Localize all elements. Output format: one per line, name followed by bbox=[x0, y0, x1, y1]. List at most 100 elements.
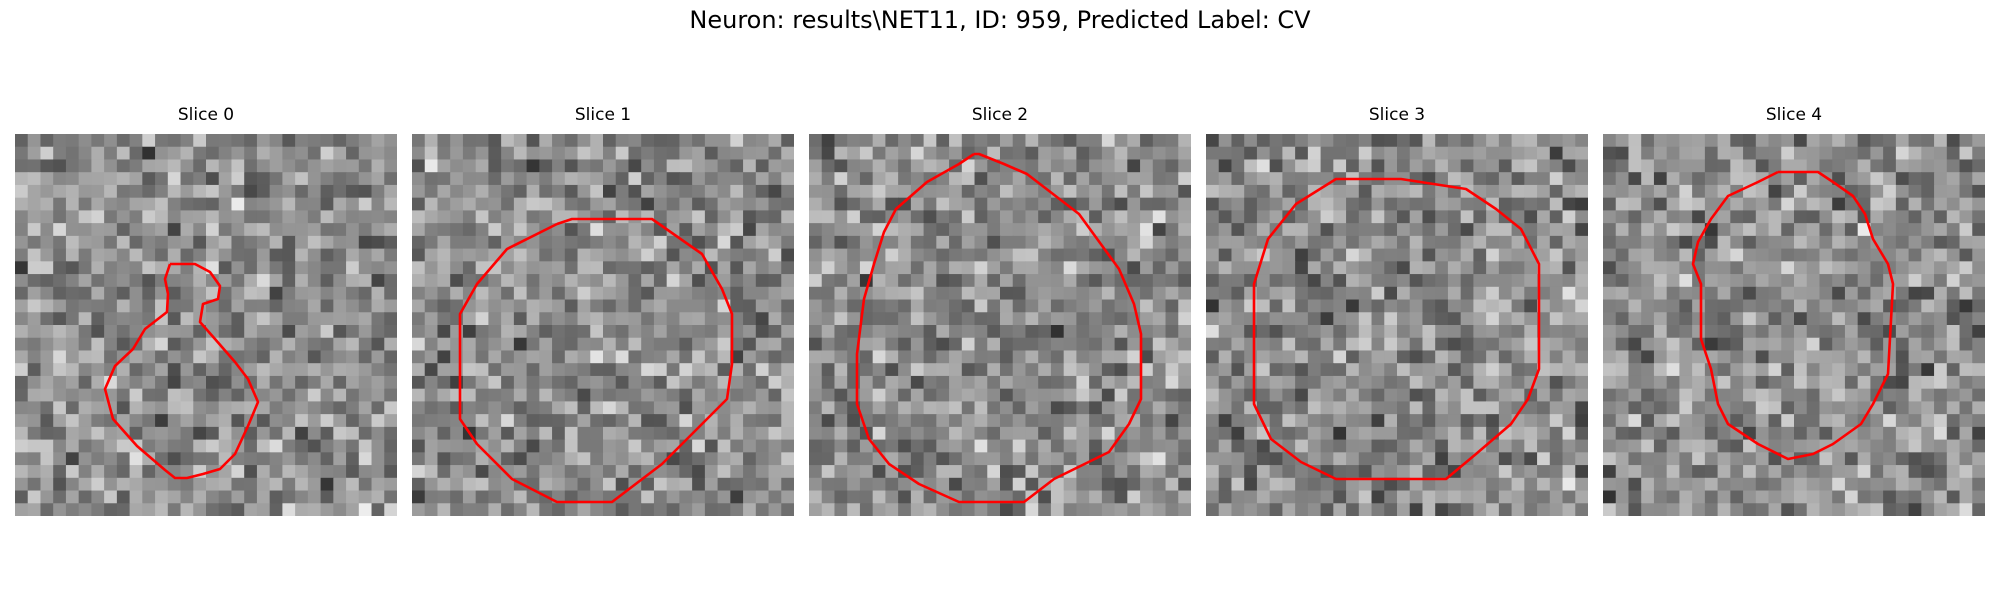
noise-pixel bbox=[1256, 299, 1271, 313]
noise-pixel bbox=[577, 312, 591, 326]
noise-pixel bbox=[333, 299, 347, 313]
noise-pixel bbox=[1806, 235, 1821, 250]
noise-pixel bbox=[603, 134, 617, 148]
noise-pixel bbox=[1206, 146, 1220, 161]
noise-pixel bbox=[180, 439, 194, 453]
noise-pixel bbox=[679, 159, 693, 173]
noise-pixel bbox=[1498, 248, 1513, 262]
noise-pixel bbox=[1012, 350, 1027, 364]
noise-pixel bbox=[1628, 299, 1642, 313]
noise-pixel bbox=[180, 325, 194, 339]
noise-pixel bbox=[1295, 325, 1309, 339]
noise-pixel bbox=[1537, 401, 1551, 415]
noise-pixel bbox=[40, 350, 54, 364]
noise-pixel bbox=[1038, 172, 1052, 186]
noise-pixel bbox=[1384, 312, 1398, 326]
noise-pixel bbox=[180, 235, 194, 250]
noise-pixel bbox=[1038, 426, 1052, 441]
noise-pixel bbox=[1206, 261, 1220, 275]
noise-pixel bbox=[1320, 197, 1334, 211]
noise-pixel bbox=[307, 465, 322, 479]
noise-pixel bbox=[437, 210, 451, 224]
noise-pixel bbox=[1575, 159, 1588, 173]
noise-pixel bbox=[1025, 465, 1039, 479]
noise-pixel bbox=[1178, 235, 1191, 250]
noise-pixel bbox=[155, 134, 169, 148]
noise-pixel bbox=[1178, 465, 1191, 479]
noise-pixel bbox=[1127, 375, 1141, 390]
noise-pixel bbox=[371, 197, 385, 211]
noise-pixel bbox=[1218, 503, 1233, 516]
noise-pixel bbox=[1012, 414, 1027, 428]
noise-pixel bbox=[679, 312, 693, 326]
noise-pixel bbox=[1908, 388, 1922, 402]
noise-pixel bbox=[104, 248, 118, 262]
noise-pixel bbox=[488, 274, 502, 288]
noise-pixel bbox=[1959, 401, 1973, 415]
noise-pixel bbox=[1755, 299, 1770, 313]
noise-pixel bbox=[1346, 248, 1360, 262]
noise-pixel bbox=[1934, 465, 1948, 479]
noise-pixel bbox=[717, 210, 731, 224]
noise-pixel bbox=[1473, 286, 1487, 301]
noise-pixel bbox=[885, 261, 899, 275]
noise-pixel bbox=[1435, 414, 1449, 428]
noise-pixel bbox=[384, 286, 397, 301]
noise-pixel bbox=[1206, 172, 1220, 186]
noise-pixel bbox=[206, 134, 220, 148]
noise-pixel bbox=[1460, 375, 1474, 390]
noise-pixel bbox=[1473, 363, 1487, 377]
noise-pixel bbox=[859, 363, 874, 377]
noise-pixel bbox=[1152, 134, 1167, 148]
noise-pixel bbox=[142, 235, 156, 250]
noise-pixel bbox=[590, 477, 604, 492]
noise-pixel bbox=[1076, 146, 1090, 161]
noise-pixel bbox=[1320, 503, 1334, 516]
noise-pixel bbox=[704, 159, 719, 173]
noise-pixel bbox=[371, 426, 385, 441]
noise-pixel bbox=[1397, 312, 1411, 326]
noise-pixel bbox=[847, 426, 861, 441]
noise-pixel bbox=[1819, 261, 1833, 275]
noise-pixel bbox=[384, 388, 397, 402]
noise-pixel bbox=[91, 286, 105, 301]
noise-pixel bbox=[987, 375, 1001, 390]
noise-pixel bbox=[910, 363, 925, 377]
noise-pixel bbox=[450, 274, 464, 288]
noise-pixel bbox=[1152, 274, 1167, 288]
noise-pixel bbox=[1511, 274, 1525, 288]
noise-pixel bbox=[1473, 159, 1487, 173]
noise-pixel bbox=[1447, 248, 1462, 262]
noise-pixel bbox=[1422, 248, 1436, 262]
noise-pixel bbox=[1460, 350, 1474, 364]
noise-pixel bbox=[1101, 325, 1116, 339]
noise-pixel bbox=[269, 375, 283, 390]
noise-pixel bbox=[1794, 299, 1808, 313]
noise-pixel bbox=[1806, 312, 1821, 326]
noise-pixel bbox=[781, 261, 794, 275]
noise-pixel bbox=[231, 325, 245, 339]
noise-pixel bbox=[1256, 490, 1271, 504]
noise-pixel bbox=[1409, 235, 1424, 250]
noise-pixel bbox=[1972, 223, 1985, 237]
noise-pixel bbox=[193, 414, 207, 428]
noise-pixel bbox=[1218, 172, 1233, 186]
noise-pixel bbox=[679, 299, 693, 313]
noise-pixel bbox=[1206, 159, 1220, 173]
noise-pixel bbox=[923, 337, 937, 352]
noise-pixel bbox=[1320, 223, 1334, 237]
noise-pixel bbox=[450, 452, 464, 466]
noise-pixel bbox=[603, 274, 617, 288]
noise-pixel bbox=[755, 274, 770, 288]
noise-pixel bbox=[768, 477, 782, 492]
noise-pixel bbox=[320, 439, 334, 453]
noise-pixel bbox=[269, 439, 283, 453]
noise-pixel bbox=[501, 159, 515, 173]
noise-pixel bbox=[282, 172, 296, 186]
noise-pixel bbox=[552, 503, 566, 516]
noise-pixel bbox=[65, 197, 80, 211]
noise-pixel bbox=[526, 286, 540, 301]
noise-pixel bbox=[462, 261, 477, 275]
noise-pixel bbox=[333, 197, 347, 211]
noise-pixel bbox=[564, 248, 579, 262]
